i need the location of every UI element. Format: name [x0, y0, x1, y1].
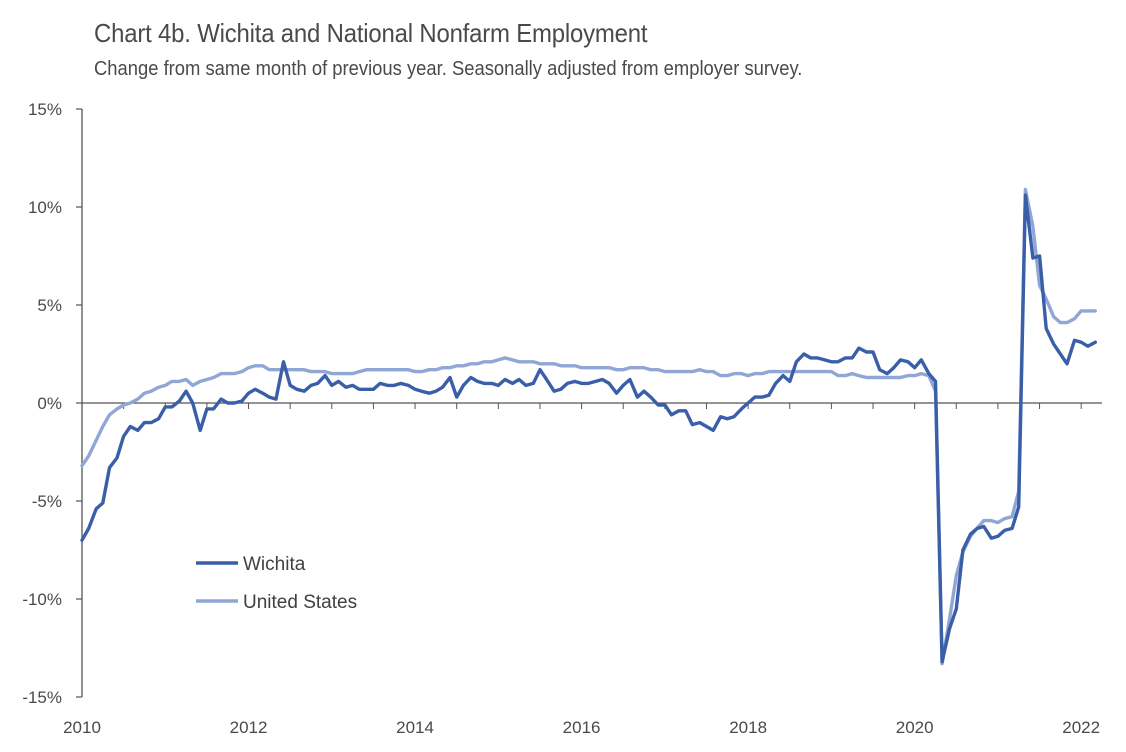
y-tick-label: 10% — [28, 198, 62, 217]
chart-title: Chart 4b. Wichita and National Nonfarm E… — [94, 18, 648, 48]
y-tick-label: 5% — [37, 296, 62, 315]
series-line-united-states — [80, 187, 1097, 666]
x-tick-label: 2022 — [1062, 718, 1100, 737]
y-tick-label: -5% — [32, 492, 62, 511]
x-tick-label: 2018 — [729, 718, 767, 737]
x-tick-label: 2010 — [63, 718, 101, 737]
y-tick-label: 15% — [28, 100, 62, 119]
chart-subtitle: Change from same month of previous year.… — [94, 58, 803, 80]
chart-axes: 15% 10% 5% 0% -5% -10% -15%2010 2012 2014 2016 201… — [22, 100, 1102, 737]
y-tick-label: -15% — [22, 688, 62, 707]
legend-label: United States — [243, 592, 357, 613]
legend-label: Wichita — [243, 554, 306, 575]
x-tick-label: 2014 — [396, 718, 434, 737]
x-tick-label: 2020 — [896, 718, 934, 737]
chart-legend: Wichita United States — [196, 554, 357, 613]
series-line-wichita — [80, 193, 1097, 664]
x-tick-label: 2016 — [563, 718, 601, 737]
x-tick-label: 2012 — [230, 718, 268, 737]
y-tick-label: 0% — [37, 394, 62, 413]
chart-series — [80, 187, 1097, 666]
y-tick-label: -10% — [22, 590, 62, 609]
